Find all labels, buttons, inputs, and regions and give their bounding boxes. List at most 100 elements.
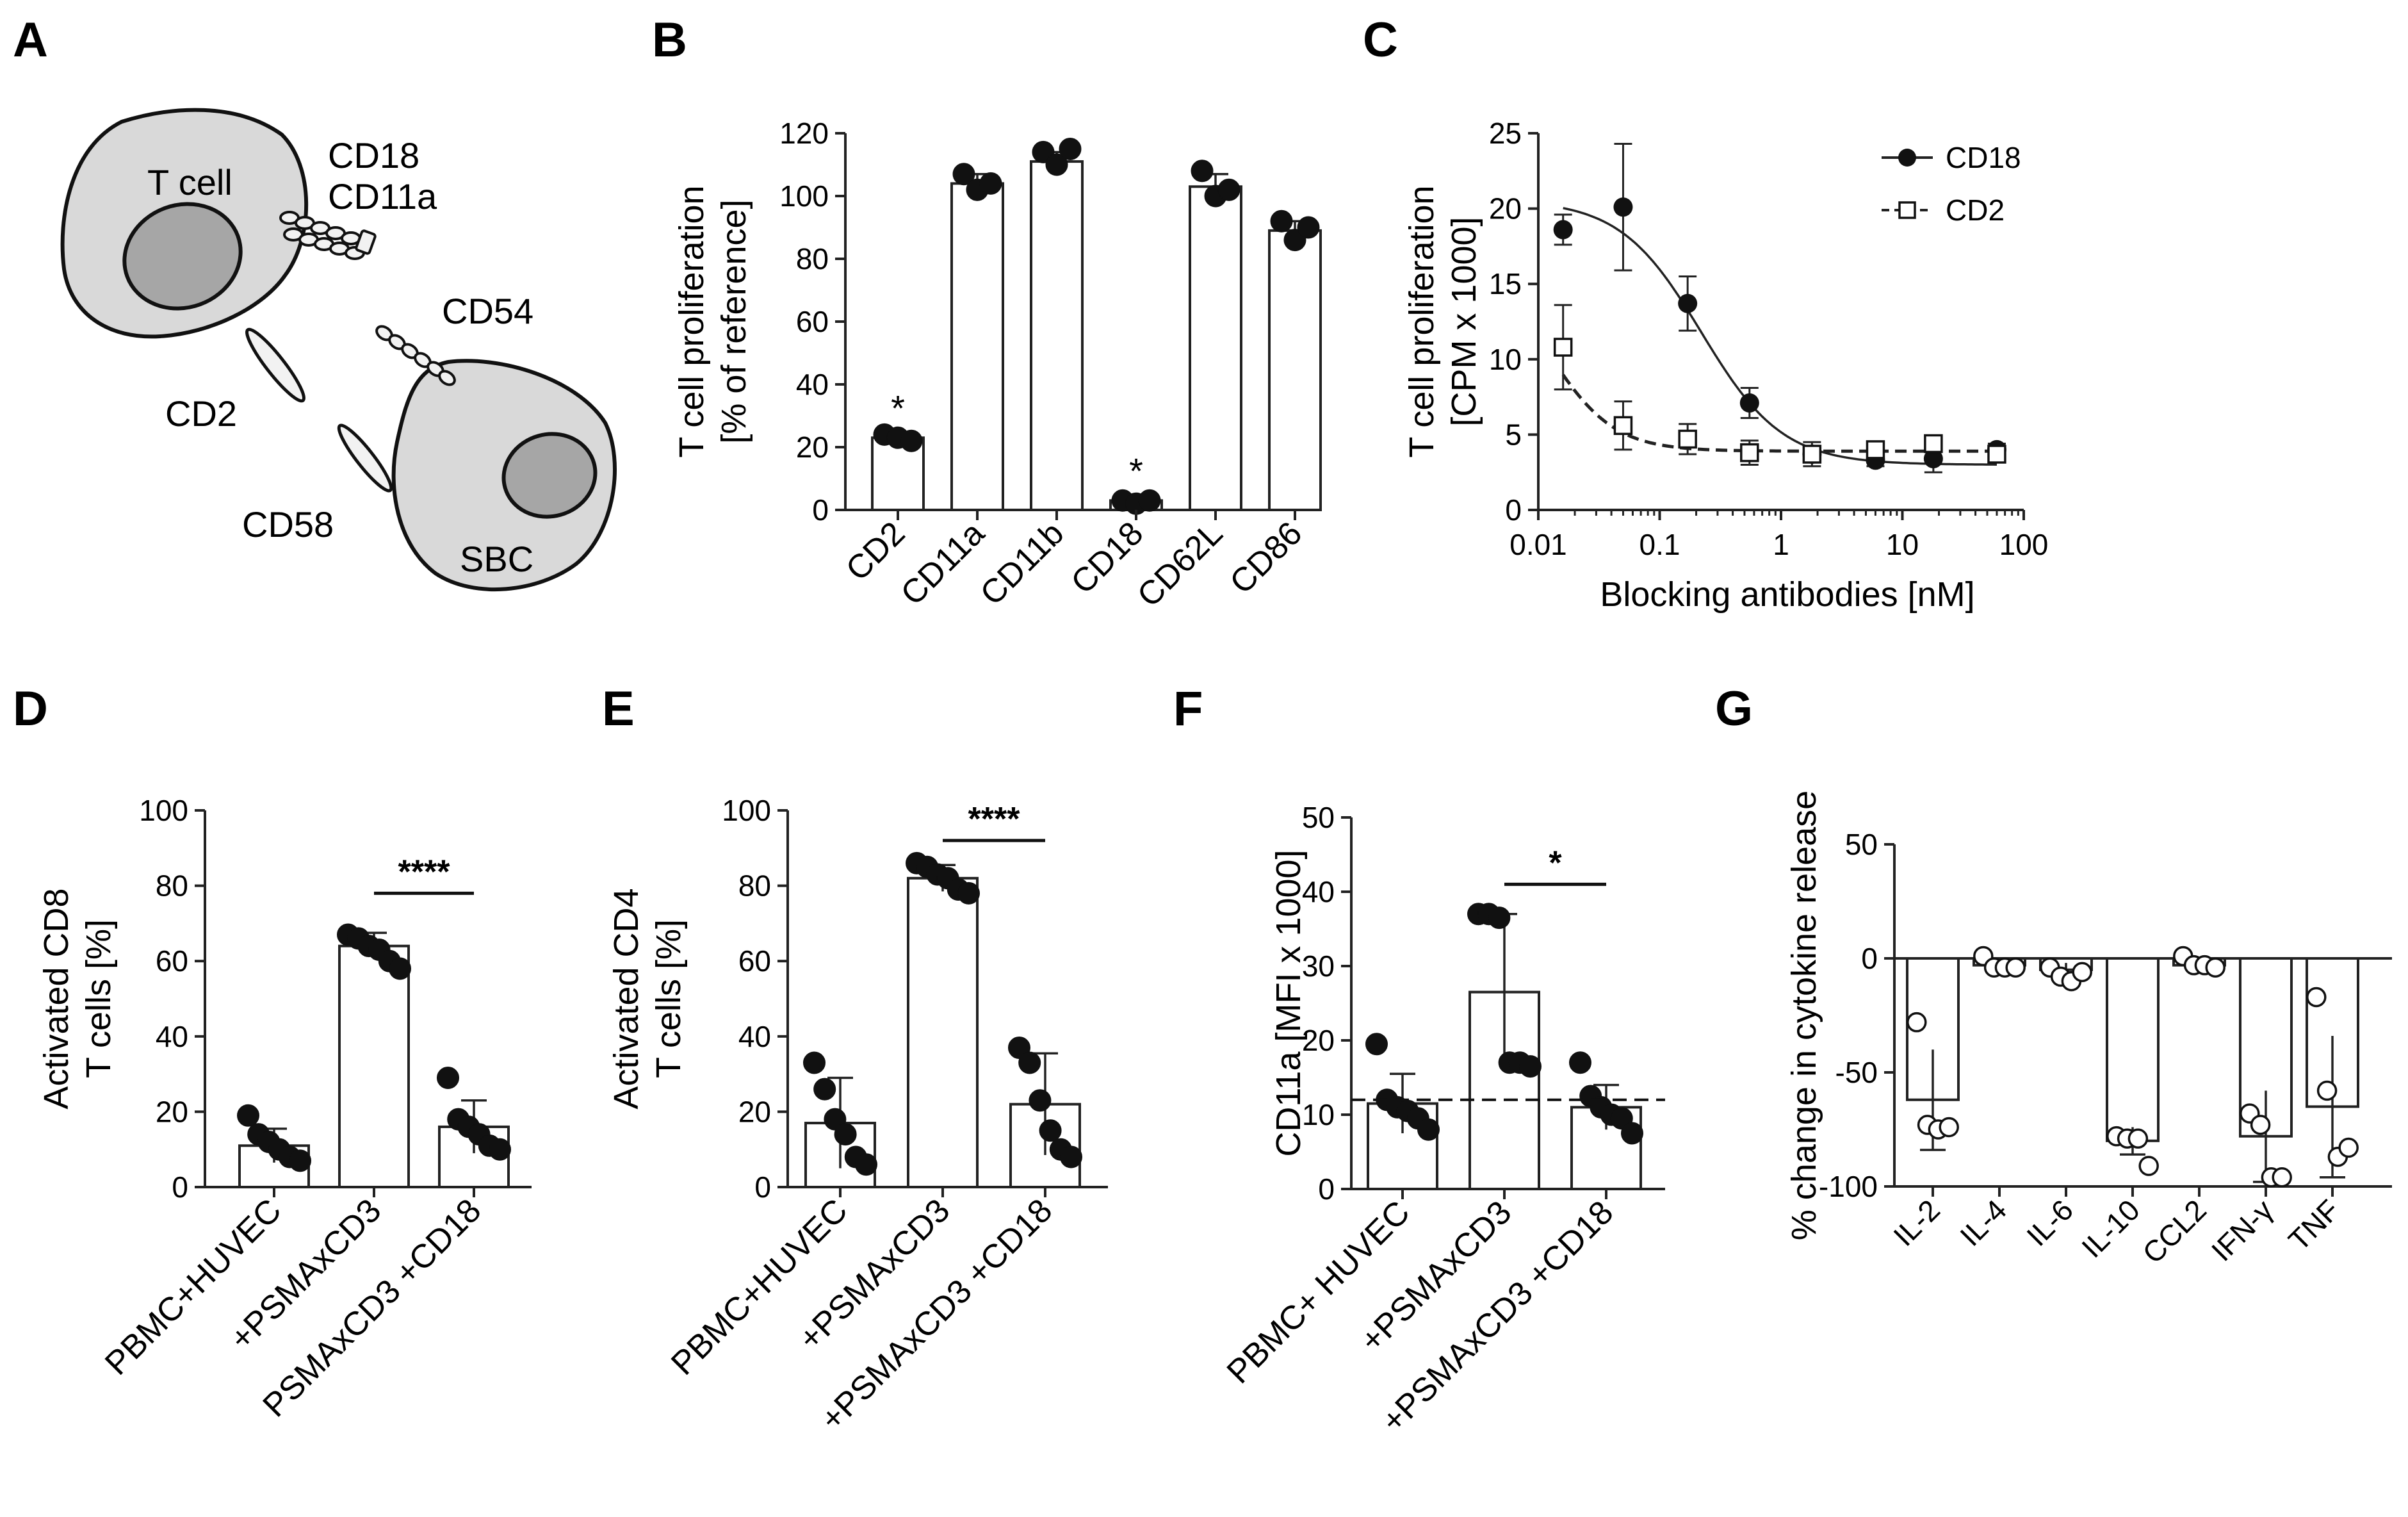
x-tick-label-g-3: IL-10 <box>2075 1193 2146 1264</box>
x-tick-label-c: 10 <box>1886 528 1919 561</box>
data-point-d-2-0 <box>437 1066 459 1089</box>
y-axis-label-d: Activated CD8 <box>37 888 76 1109</box>
data-point-g-3-3 <box>2138 1156 2159 1176</box>
data-point-b-1-0 <box>952 163 975 186</box>
chart-c: 0 5 10 15 20 25 0.01 0.1 1 10 100 Blocking antibodi… <box>1403 117 2048 614</box>
y-tick-label-b: 60 <box>796 305 829 338</box>
x-tick-label-g-5: IFN-γ <box>2205 1193 2279 1267</box>
significance-asterisk-b-0: * <box>891 388 905 428</box>
chart-f: 0 10 20 30 40 50 CD11a [MFI x 1000] PBMC+ HUVEC… <box>1220 801 1665 1440</box>
y-tick-label-c: 15 <box>1489 267 1522 300</box>
data-point-cd18-1 <box>1613 197 1633 217</box>
panel-label-f: F <box>1173 682 1203 736</box>
y-axis-label-e: Activated CD4 <box>607 888 646 1109</box>
panel-label-b: B <box>652 13 687 67</box>
data-point-g-4-3 <box>2205 957 2225 978</box>
data-point-g-2-3 <box>2072 962 2092 983</box>
bar-e-1 <box>907 876 979 1188</box>
significance-label-d: **** <box>398 853 451 890</box>
legend-marker-cd18 <box>1898 149 1916 167</box>
cd2-receptor <box>245 327 305 403</box>
fit-curve-cd2 <box>1561 373 1997 453</box>
data-point-cd18-2 <box>1678 293 1698 313</box>
t-cell-label: T cell <box>147 162 232 202</box>
panel-label-a: A <box>13 13 48 67</box>
bar-b-4 <box>1189 185 1242 511</box>
bar-b-1 <box>950 182 1004 511</box>
sbc-nucleus <box>501 432 598 519</box>
cd58-label: CD58 <box>242 504 334 545</box>
data-point-d-1-5 <box>389 957 411 980</box>
cd18-label: CD18 <box>328 135 419 176</box>
y-tick-label-f: 10 <box>1302 1098 1335 1131</box>
y-axis-label-2-e: T cells [%] <box>649 919 688 1078</box>
data-point-e-0-5 <box>855 1153 877 1176</box>
y-tick-label-e: 60 <box>738 944 771 978</box>
data-point-cd2-2 <box>1678 429 1697 449</box>
data-point-b-2-2 <box>1059 138 1082 160</box>
data-point-g-6-1 <box>2316 1080 2338 1101</box>
y-tick-label-f: 40 <box>1302 875 1335 908</box>
data-point-g-3-2 <box>2127 1128 2149 1149</box>
x-tick-label-g-1: IL-4 <box>1953 1193 2013 1252</box>
data-point-cd2-5 <box>1866 440 1885 459</box>
panel-label-e: E <box>602 682 635 736</box>
data-point-cd2-6 <box>1924 434 1943 454</box>
y-tick-label-b: 0 <box>812 493 829 527</box>
y-tick-label-c: 10 <box>1489 343 1522 376</box>
data-point-g-0-0 <box>1907 1012 1927 1033</box>
data-point-e-2-5 <box>1060 1145 1082 1168</box>
cd58-receptor <box>337 423 393 493</box>
chart-e: 0 20 40 60 80 100 Activated CD4 T cells [%] PBMC… <box>607 794 1108 1438</box>
data-point-f-0-5 <box>1417 1118 1440 1141</box>
data-point-cd2-7 <box>1987 445 2006 464</box>
x-tick-label-b-4: CD62L <box>1130 514 1230 614</box>
data-point-f-1-5 <box>1519 1055 1542 1078</box>
y-tick-label-e: 40 <box>738 1020 771 1053</box>
data-point-cd2-4 <box>1802 445 1822 464</box>
y-tick-label-b: 20 <box>796 430 829 464</box>
data-point-e-2-1 <box>1018 1051 1041 1074</box>
significance-asterisk-b-1: * <box>1129 450 1143 491</box>
y-tick-label-g: -100 <box>1819 1170 1878 1203</box>
y-tick-label-b: 80 <box>796 242 829 275</box>
y-axis-label-2-c: [CPM x 1000] <box>1445 217 1483 426</box>
data-point-e-0-3 <box>834 1123 857 1146</box>
x-tick-label-f-0: PBMC+ HUVEC <box>1220 1193 1417 1391</box>
y-tick-label-b: 40 <box>796 368 829 401</box>
data-point-d-0-5 <box>289 1149 311 1172</box>
y-tick-label-d: 60 <box>156 944 188 978</box>
y-tick-label-d: 20 <box>156 1095 188 1128</box>
legend-label-cd18: CD18 <box>1946 141 2021 174</box>
data-point-f-1-2 <box>1488 906 1511 930</box>
data-point-e-1-5 <box>957 882 980 905</box>
x-tick-label-g-6: TNF <box>2282 1193 2346 1257</box>
data-point-e-2-3 <box>1039 1119 1062 1142</box>
data-point-g-5-3 <box>2272 1167 2292 1188</box>
x-tick-label-c: 1 <box>1773 528 1789 561</box>
data-point-b-5-2 <box>1297 216 1320 239</box>
data-point-e-0-0 <box>803 1051 826 1074</box>
data-point-b-4-0 <box>1191 160 1214 183</box>
data-point-f-2-5 <box>1621 1122 1643 1145</box>
y-tick-label-d: 0 <box>172 1170 188 1204</box>
y-tick-label-b: 120 <box>779 117 829 150</box>
y-tick-label-g: 0 <box>1861 942 1878 975</box>
data-point-g-6-0 <box>2306 987 2327 1008</box>
x-tick-label-b-5: CD86 <box>1223 514 1309 601</box>
x-tick-label-b-2: CD11b <box>973 514 1071 612</box>
y-tick-label-g: 50 <box>1845 828 1878 861</box>
fit-curve-cd18 <box>1563 207 1997 466</box>
y-tick-label-e: 100 <box>722 794 771 827</box>
y-axis-label-g: % change in cytokine release <box>1785 791 1823 1240</box>
data-point-cd2-3 <box>1740 443 1759 463</box>
significance-label-f: * <box>1549 844 1562 882</box>
data-point-cd18-3 <box>1739 393 1759 413</box>
data-point-b-1-2 <box>979 172 1002 195</box>
y-tick-label-e: 20 <box>738 1095 771 1128</box>
x-tick-label-d-0: PBMC+HUVEC <box>98 1192 288 1382</box>
legend-label-cd2: CD2 <box>1946 193 2005 227</box>
x-tick-label-g-4: CCL2 <box>2136 1193 2213 1270</box>
data-point-cd2-1 <box>1613 416 1633 436</box>
